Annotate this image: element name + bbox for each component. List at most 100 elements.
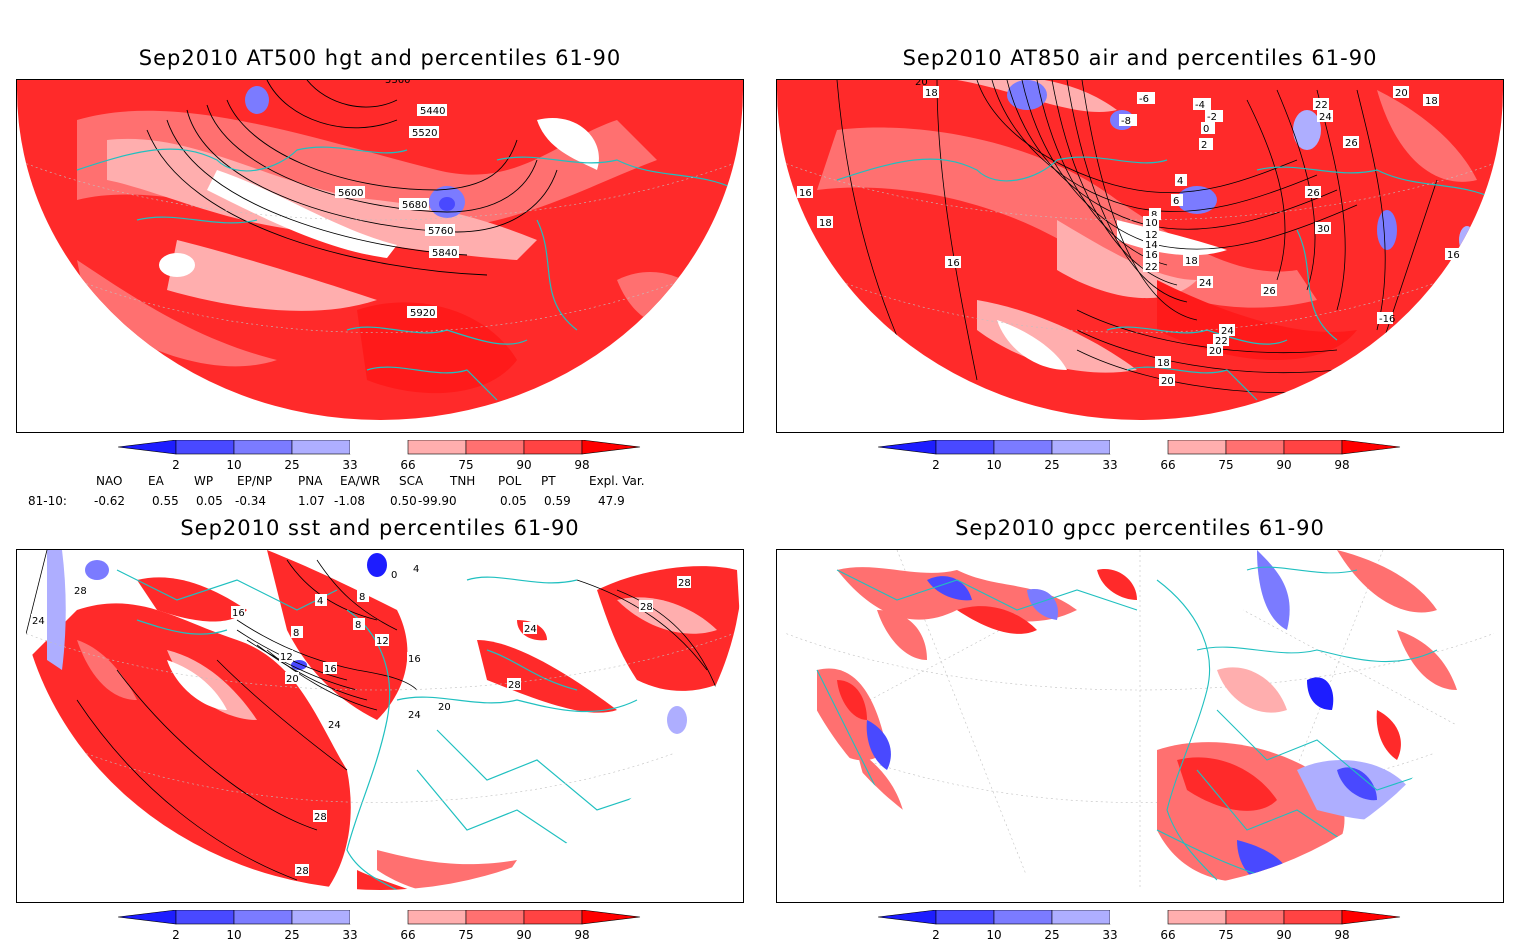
svg-text:20: 20 bbox=[1395, 88, 1408, 99]
index-value: -1.08 bbox=[334, 494, 366, 508]
svg-text:-8: -8 bbox=[1121, 116, 1131, 127]
svg-text:28: 28 bbox=[508, 680, 521, 691]
colorbar-tick: 33 bbox=[1102, 458, 1118, 472]
colorbar-tick: 2 bbox=[932, 458, 940, 472]
svg-text:24: 24 bbox=[1319, 112, 1332, 123]
colorbar-tick: 66 bbox=[1160, 928, 1176, 942]
index-header: POL bbox=[498, 474, 522, 488]
colorbar-tick: 75 bbox=[458, 928, 474, 942]
svg-text:10: 10 bbox=[1145, 218, 1158, 229]
colorbar-top-right: 2 10 25 33 66 75 90 98 bbox=[877, 439, 1408, 480]
svg-text:4: 4 bbox=[317, 596, 323, 607]
index-value: 0.05 bbox=[196, 494, 223, 508]
colorbar-tick: 66 bbox=[400, 928, 416, 942]
colorbar-tick: 75 bbox=[458, 458, 474, 472]
colorbar-tick: 10 bbox=[226, 928, 242, 942]
svg-text:14: 14 bbox=[1145, 240, 1158, 251]
svg-text:28: 28 bbox=[640, 602, 653, 613]
contour-labels-air850: 20 18 -6 -4 -2 0 2 22 24 26 20 18 -8 16 … bbox=[797, 80, 1461, 387]
map-sst: 24 28 16 8 4 12 8 20 16 24 24 28 28 28 2… bbox=[17, 550, 743, 890]
svg-text:26: 26 bbox=[1345, 138, 1358, 149]
svg-text:5520: 5520 bbox=[412, 128, 437, 139]
colorbar-tick: 2 bbox=[172, 458, 180, 472]
svg-text:0: 0 bbox=[391, 570, 397, 581]
svg-text:24: 24 bbox=[408, 710, 421, 721]
colorbar-swatches bbox=[117, 909, 641, 925]
map-panel-gpcc bbox=[776, 549, 1504, 903]
colorbar-tick: 33 bbox=[342, 458, 358, 472]
colorbar-tick: 10 bbox=[226, 458, 242, 472]
index-header: EA/WR bbox=[340, 474, 381, 488]
svg-text:24: 24 bbox=[32, 616, 45, 627]
svg-text:-2: -2 bbox=[1207, 112, 1217, 123]
svg-text:20: 20 bbox=[915, 80, 928, 88]
svg-text:28: 28 bbox=[678, 578, 691, 589]
colorbar-top-left: 2 10 25 33 66 75 90 98 bbox=[117, 439, 648, 480]
colorbar-tick: 90 bbox=[516, 458, 532, 472]
colorbar-tick: 10 bbox=[986, 928, 1002, 942]
index-value: 0.05 bbox=[500, 494, 527, 508]
svg-text:18: 18 bbox=[1425, 96, 1438, 107]
index-value: -0.34 bbox=[235, 494, 267, 508]
svg-text:16: 16 bbox=[324, 664, 337, 675]
colorbar-tick: 25 bbox=[284, 928, 300, 942]
svg-text:18: 18 bbox=[819, 218, 832, 229]
index-header: SCA bbox=[399, 474, 424, 488]
svg-text:12: 12 bbox=[1145, 230, 1158, 241]
svg-text:22: 22 bbox=[1315, 100, 1328, 111]
svg-text:28: 28 bbox=[74, 586, 87, 597]
svg-text:12: 12 bbox=[280, 652, 293, 663]
colorbar-tick: 33 bbox=[1102, 928, 1118, 942]
index-value: 1.07 bbox=[298, 494, 325, 508]
svg-text:18: 18 bbox=[1185, 256, 1198, 267]
svg-text:16: 16 bbox=[232, 608, 245, 619]
contour-labels-hgt500: 5360 5440 5520 5600 5680 5760 5840 5920 bbox=[335, 80, 459, 319]
colorbar-swatches bbox=[117, 439, 641, 455]
svg-text:24: 24 bbox=[524, 624, 537, 635]
svg-text:5840: 5840 bbox=[432, 248, 457, 259]
colorbar-tick: 90 bbox=[1276, 458, 1292, 472]
index-value: 0.59 bbox=[544, 494, 571, 508]
colorbar-tick: 75 bbox=[1218, 458, 1234, 472]
map-panel-hgt500: 5360 5440 5520 5600 5680 5760 5840 5920 bbox=[16, 79, 744, 433]
map-panel-air850: 20 18 -6 -4 -2 0 2 22 24 26 20 18 -8 16 … bbox=[776, 79, 1504, 433]
svg-text:-6: -6 bbox=[1139, 94, 1149, 105]
index-header: NAO bbox=[96, 474, 123, 488]
colorbar-swatches bbox=[877, 439, 1401, 455]
svg-text:18: 18 bbox=[925, 88, 938, 99]
svg-text:26: 26 bbox=[1307, 188, 1320, 199]
svg-text:8: 8 bbox=[355, 620, 361, 631]
colorbar-tick: 33 bbox=[342, 928, 358, 942]
index-header: Expl. Var. bbox=[589, 474, 645, 488]
panel-title-sst: Sep2010 sst and percentiles 61-90 bbox=[180, 516, 580, 540]
index-value: 0.55 bbox=[152, 494, 179, 508]
index-header: TNH bbox=[450, 474, 476, 488]
panel-title-hgt500: Sep2010 AT500 hgt and percentiles 61-90 bbox=[138, 46, 622, 70]
svg-text:8: 8 bbox=[359, 592, 365, 603]
colorbar-tick: 98 bbox=[1334, 928, 1350, 942]
svg-text:8: 8 bbox=[293, 628, 299, 639]
colorbar-tick: 2 bbox=[172, 928, 180, 942]
svg-text:0: 0 bbox=[1203, 124, 1209, 135]
svg-text:18: 18 bbox=[1157, 358, 1170, 369]
index-header: PT bbox=[541, 474, 556, 488]
colorbar-tick: 2 bbox=[932, 928, 940, 942]
svg-text:16: 16 bbox=[799, 188, 812, 199]
svg-text:5440: 5440 bbox=[420, 106, 445, 117]
svg-text:20: 20 bbox=[286, 674, 299, 685]
panel-title-gpcc: Sep2010 gpcc percentiles 61-90 bbox=[955, 516, 1325, 540]
svg-text:22: 22 bbox=[1145, 262, 1158, 273]
colorbar-tick: 10 bbox=[986, 458, 1002, 472]
svg-text:24: 24 bbox=[1221, 326, 1234, 337]
colorbar-tick: 66 bbox=[1160, 458, 1176, 472]
svg-text:12: 12 bbox=[376, 636, 389, 647]
svg-text:20: 20 bbox=[1209, 346, 1222, 357]
svg-text:6: 6 bbox=[1173, 196, 1179, 207]
index-header: WP bbox=[194, 474, 214, 488]
svg-text:8: 8 bbox=[1151, 210, 1157, 221]
index-header: EP/NP bbox=[237, 474, 273, 488]
svg-text:5920: 5920 bbox=[410, 308, 435, 319]
index-header: PNA bbox=[298, 474, 323, 488]
map-gpcc bbox=[777, 550, 1503, 890]
map-panel-sst: 24 28 16 8 4 12 8 20 16 24 24 28 28 28 2… bbox=[16, 549, 744, 903]
